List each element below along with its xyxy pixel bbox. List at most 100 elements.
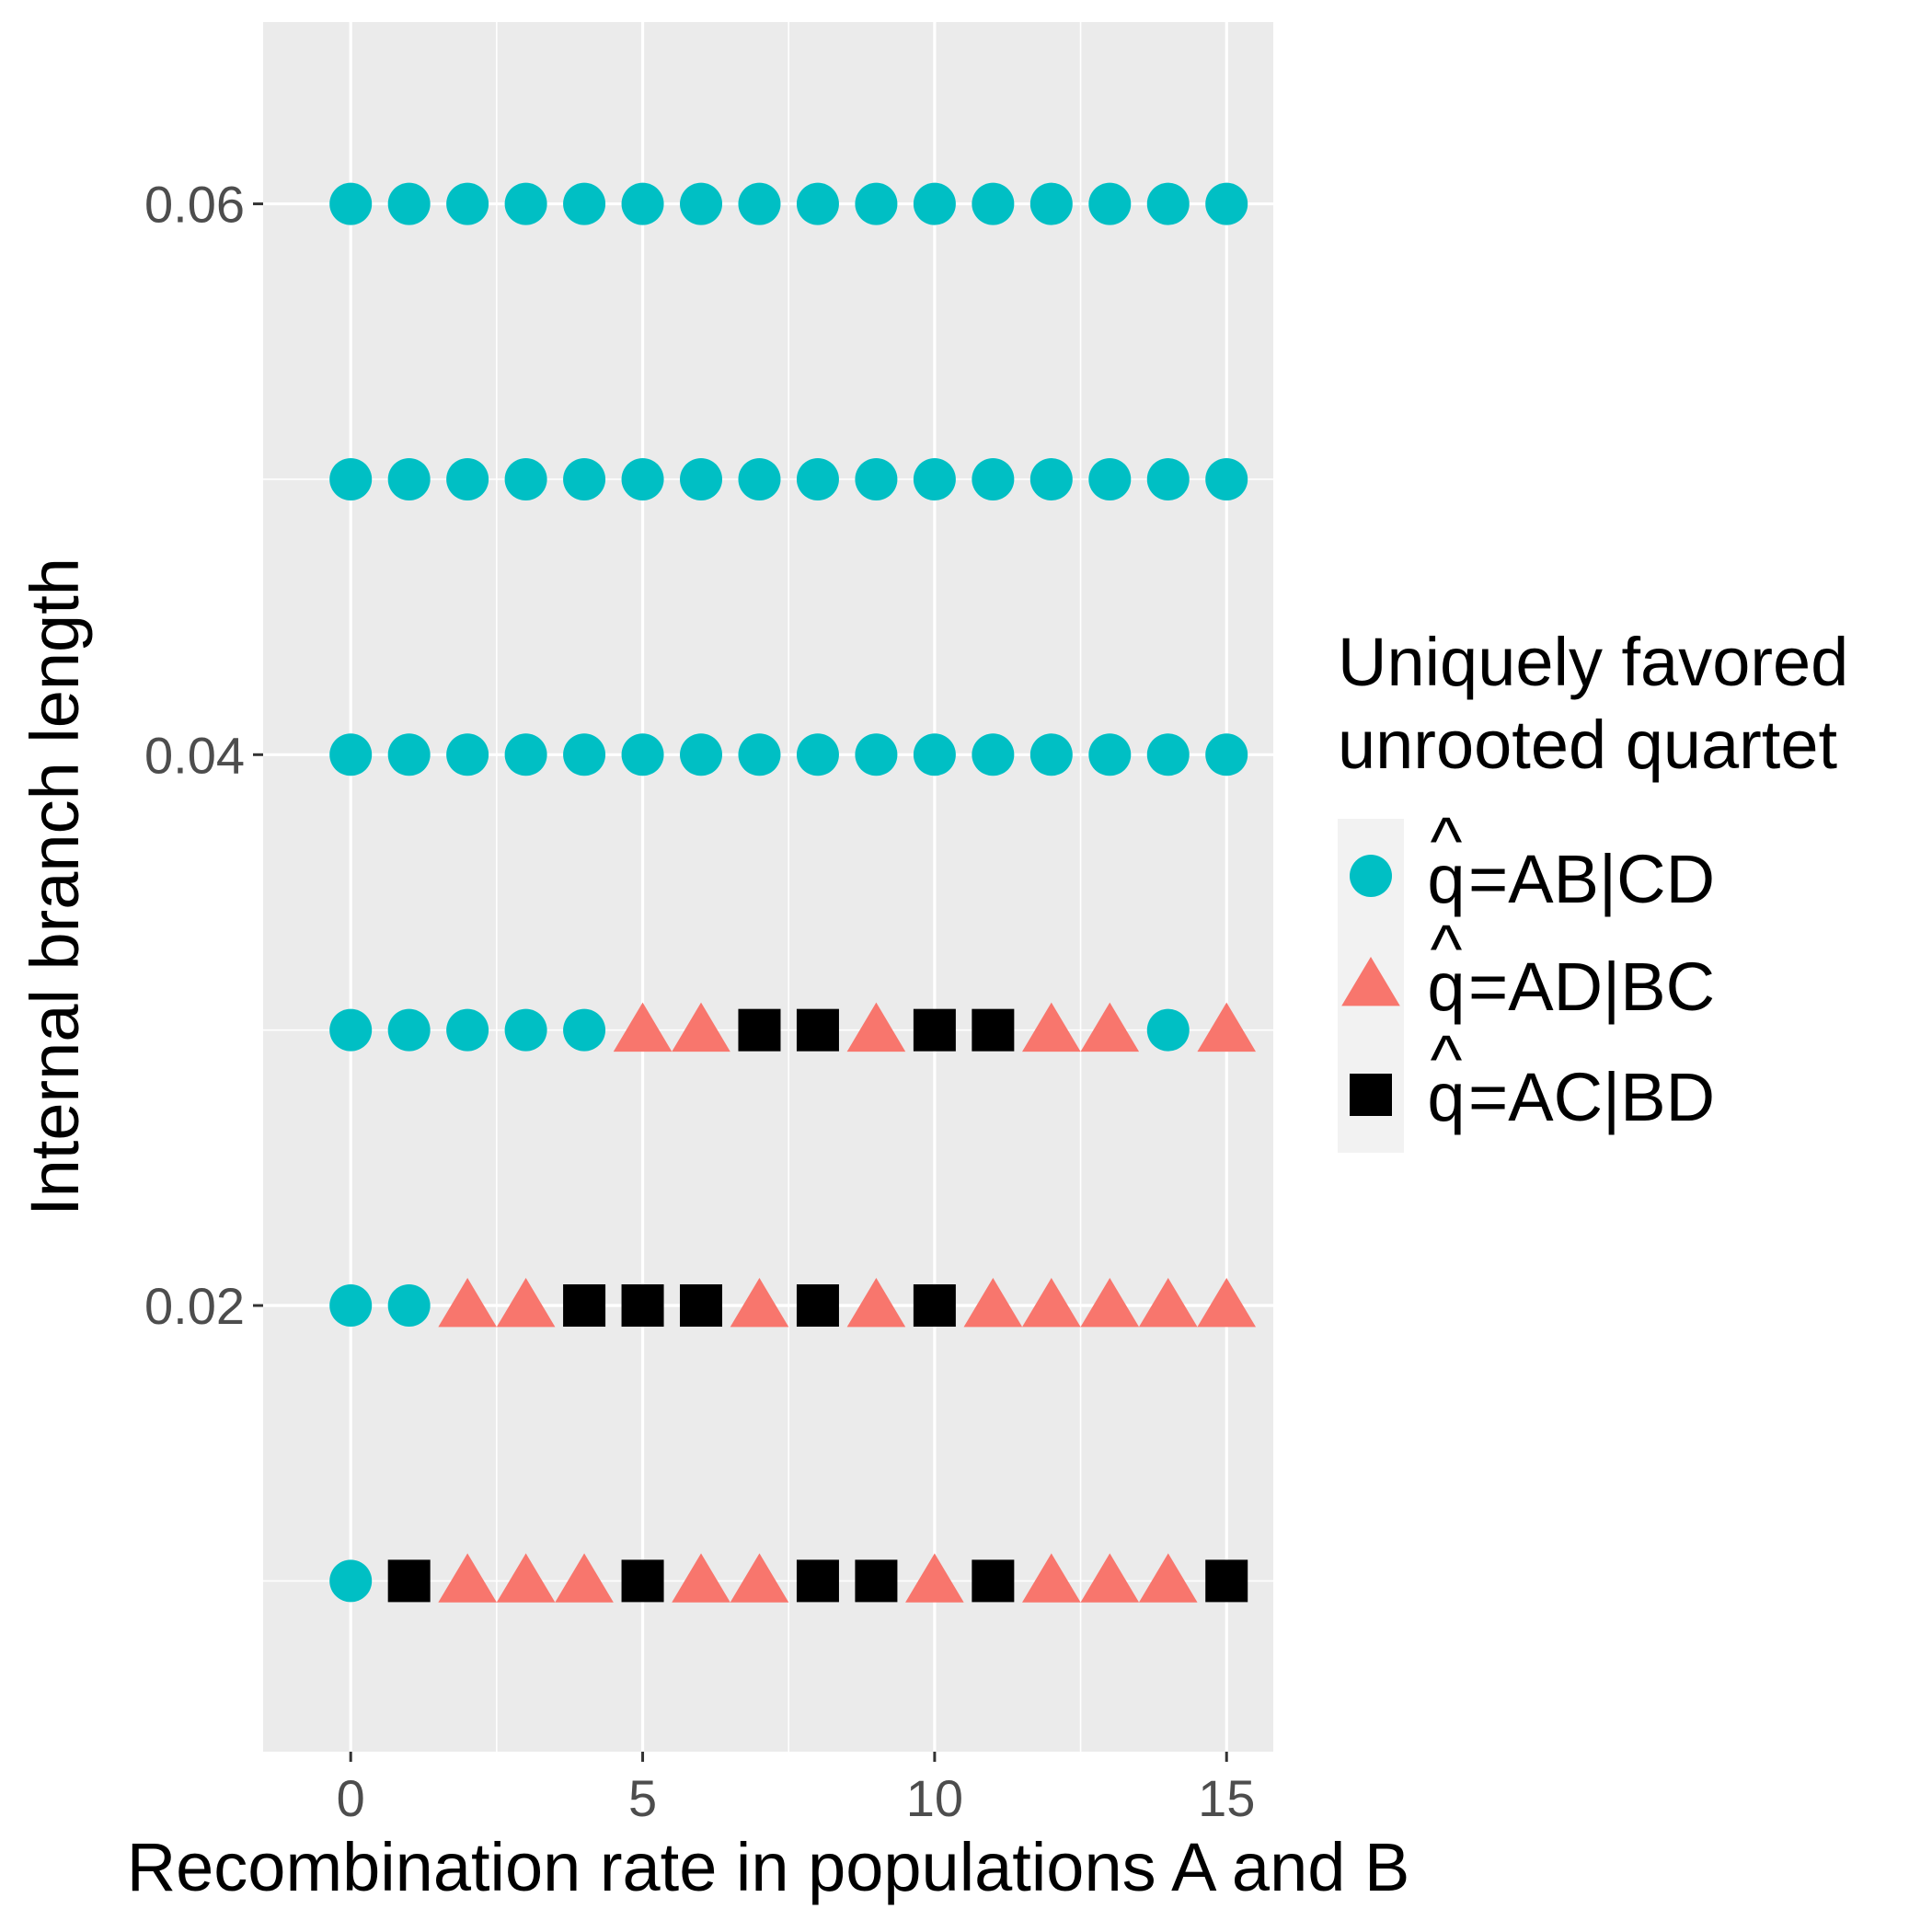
data-point <box>738 733 781 776</box>
legend-hat-q: q <box>1427 1059 1465 1135</box>
legend-label-ac-bd: =AC|BD <box>1468 1059 1715 1135</box>
legend-hat-mark: ^ <box>1431 1021 1463 1098</box>
data-point <box>563 1284 606 1328</box>
legend-key-triangle-icon <box>1341 957 1400 1006</box>
legend-title-line-2: unrooted quartet <box>1338 707 1838 783</box>
data-point <box>972 1008 1015 1052</box>
data-point <box>796 733 839 776</box>
data-point <box>913 1008 956 1052</box>
legend-hat-mark: ^ <box>1431 911 1463 987</box>
data-point <box>730 1278 789 1328</box>
legend-hat-mark: ^ <box>1431 803 1463 880</box>
data-point <box>963 1278 1023 1328</box>
data-point <box>1146 182 1190 225</box>
data-point <box>846 1002 906 1052</box>
data-point <box>730 1553 789 1603</box>
x-tick-label: 10 <box>906 1769 963 1827</box>
data-point <box>387 1559 431 1603</box>
legend-label-ab-cd: =AB|CD <box>1468 841 1715 917</box>
data-point <box>1138 1553 1198 1603</box>
data-point <box>504 733 547 776</box>
data-point <box>1022 1002 1081 1052</box>
data-point <box>438 1553 497 1603</box>
data-point <box>855 182 898 225</box>
data-point <box>329 733 373 776</box>
x-tick-label: 15 <box>1198 1769 1255 1827</box>
data-point <box>387 182 431 225</box>
data-point <box>446 1008 489 1052</box>
x-axis-title: Recombination rate in populations A and … <box>127 1829 1410 1905</box>
x-tick-label: 5 <box>628 1769 657 1827</box>
y-axis-title: Internal branch length <box>17 558 93 1216</box>
legend-key-square-icon <box>1350 1074 1392 1116</box>
data-point <box>329 1008 373 1052</box>
data-point <box>796 457 839 500</box>
data-point <box>496 1553 556 1603</box>
data-point <box>329 182 373 225</box>
y-tick-label: 0.04 <box>144 726 245 784</box>
data-point <box>446 182 489 225</box>
data-point <box>796 1284 839 1328</box>
legend-entry-ad-bc: q ^ =AD|BC <box>1427 911 1715 1025</box>
data-point <box>1205 1559 1248 1603</box>
data-point <box>1088 457 1132 500</box>
data-point <box>972 457 1015 500</box>
data-point <box>905 1553 964 1603</box>
data-point <box>855 1559 898 1603</box>
data-point <box>1088 182 1132 225</box>
data-point <box>972 733 1015 776</box>
data-point <box>913 1284 956 1328</box>
data-point <box>1080 1278 1140 1328</box>
data-point <box>387 457 431 500</box>
data-point <box>1146 733 1190 776</box>
data-point <box>1197 1002 1257 1052</box>
data-point <box>496 1278 556 1328</box>
data-point <box>621 457 664 500</box>
data-point <box>672 1002 730 1052</box>
data-point <box>680 182 723 225</box>
legend-title-line-1: Uniquely favored <box>1338 624 1848 700</box>
y-tick-label: 0.06 <box>144 176 245 234</box>
data-point <box>329 1559 373 1603</box>
data-point <box>1146 1008 1190 1052</box>
data-point <box>329 1284 373 1328</box>
legend-hat-q: q <box>1427 949 1465 1025</box>
data-point <box>855 733 898 776</box>
data-point <box>387 1008 431 1052</box>
data-point <box>621 182 664 225</box>
x-tick-label: 0 <box>337 1769 365 1827</box>
data-point <box>621 1559 664 1603</box>
data-point <box>563 733 606 776</box>
data-point <box>738 1008 781 1052</box>
data-point <box>1205 457 1248 500</box>
data-point <box>1029 733 1073 776</box>
data-point <box>1197 1278 1257 1328</box>
legend-hat-q: q <box>1427 841 1465 917</box>
data-point <box>446 457 489 500</box>
data-point <box>1146 457 1190 500</box>
y-axis: 0.02 0.04 0.06 <box>144 176 263 1335</box>
data-points <box>329 182 1257 1603</box>
data-point <box>329 457 373 500</box>
data-point <box>738 182 781 225</box>
data-point <box>1029 182 1073 225</box>
data-point <box>621 733 664 776</box>
data-point <box>972 182 1015 225</box>
data-point <box>680 1284 723 1328</box>
data-point <box>613 1002 673 1052</box>
data-point <box>680 733 723 776</box>
y-tick-label: 0.02 <box>144 1277 245 1335</box>
legend-entry-ab-cd: q ^ =AB|CD <box>1427 803 1715 917</box>
data-point <box>446 733 489 776</box>
data-point <box>672 1553 730 1603</box>
legend-entry-ac-bd: q ^ =AC|BD <box>1427 1021 1715 1135</box>
data-point <box>504 1008 547 1052</box>
data-point <box>563 457 606 500</box>
data-point <box>913 182 956 225</box>
data-point <box>680 457 723 500</box>
data-point <box>504 182 547 225</box>
data-point <box>796 182 839 225</box>
data-point <box>972 1559 1015 1603</box>
data-point <box>1205 733 1248 776</box>
